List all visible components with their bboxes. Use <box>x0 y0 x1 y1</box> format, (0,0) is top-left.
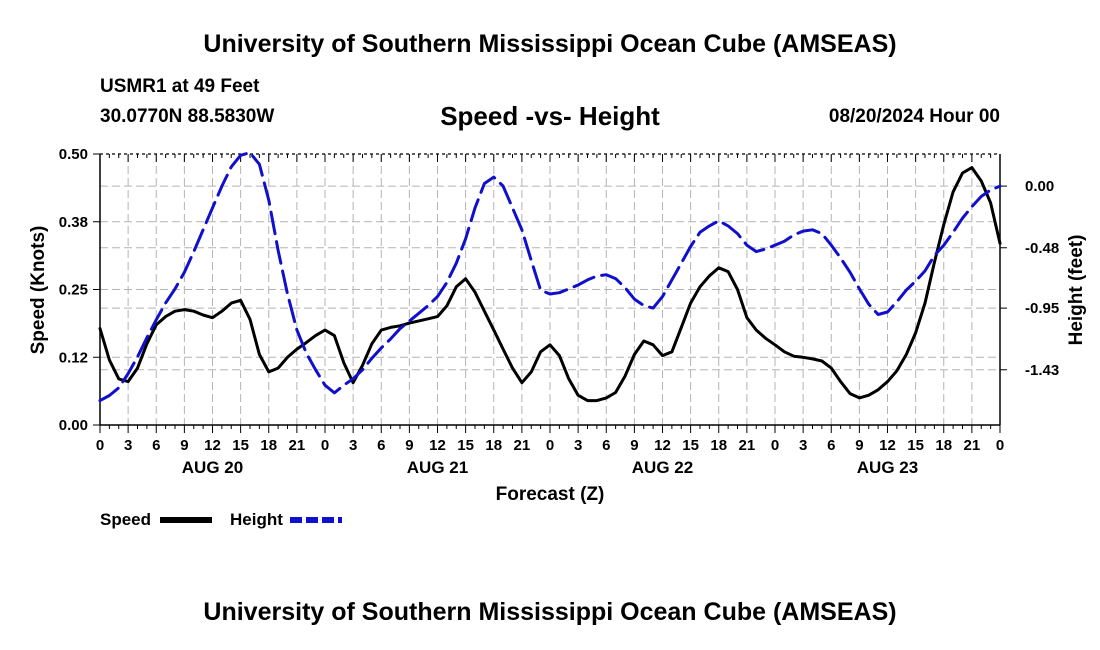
grid-lines <box>100 154 1000 425</box>
x-tick-label: 15 <box>907 437 924 454</box>
y-right-tick-label: -0.95 <box>1025 300 1059 317</box>
x-tick-label: 9 <box>855 437 863 454</box>
y-right-tick-label: -1.43 <box>1025 362 1059 379</box>
y-left-tick-label: 0.25 <box>59 282 88 299</box>
y-left-tick-label: 0.50 <box>59 146 88 163</box>
x-tick-label: 6 <box>377 437 385 454</box>
x-tick-label: 21 <box>514 437 531 454</box>
x-tick-label: 18 <box>935 437 952 454</box>
day-label: AUG 21 <box>407 458 468 477</box>
legend-speed-label: Speed <box>100 510 151 529</box>
y-left-tick-label: 0.12 <box>59 349 88 366</box>
x-tick-label: 12 <box>654 437 671 454</box>
y-right-tick-label: -0.48 <box>1025 240 1059 257</box>
x-tick-label: 12 <box>429 437 446 454</box>
x-tick-label: 3 <box>574 437 582 454</box>
x-tick-label: 6 <box>152 437 160 454</box>
speed-series-line <box>98 166 1002 403</box>
y-left-tick-label: 0.38 <box>59 214 88 231</box>
forecast-datetime: 08/20/2024 Hour 00 <box>828 106 1000 127</box>
x-tick-label: 0 <box>771 437 779 454</box>
x-tick-label: 3 <box>349 437 357 454</box>
tick-labels: 0 3 6 9 12 15 18 21 0 3 6 9 12 15 18 21 0 3 6 9 12 15 18 21 0 3 6 9… <box>59 146 1059 477</box>
x-tick-label: 15 <box>232 437 249 454</box>
x-tick-label: 12 <box>204 437 221 454</box>
axis-ticks <box>93 153 1007 433</box>
x-tick-label: 9 <box>630 437 638 454</box>
x-tick-label: 0 <box>321 437 329 454</box>
x-tick-label: 18 <box>485 437 502 454</box>
height-series-line <box>98 151 1002 403</box>
x-tick-label: 6 <box>827 437 835 454</box>
x-tick-label: 12 <box>879 437 896 454</box>
legend-height-label: Height <box>230 510 283 529</box>
x-tick-label: 21 <box>739 437 756 454</box>
y-right-tick-label: 0.00 <box>1025 178 1054 195</box>
y-left-tick-label: 0.00 <box>59 417 88 434</box>
x-axis-label: Forecast (Z) <box>496 484 605 505</box>
x-tick-label: 0 <box>96 437 104 454</box>
x-tick-label: 3 <box>799 437 807 454</box>
x-tick-label: 9 <box>405 437 413 454</box>
x-tick-label: 15 <box>457 437 474 454</box>
chart-subtitle: Speed -vs- Height <box>440 101 660 131</box>
x-tick-label: 6 <box>602 437 610 454</box>
footer-title: University of Southern Mississippi Ocean… <box>203 598 897 626</box>
x-tick-label: 3 <box>124 437 132 454</box>
x-tick-label: 9 <box>180 437 188 454</box>
x-tick-label: 18 <box>710 437 727 454</box>
main-title: University of Southern Mississippi Ocean… <box>203 30 897 58</box>
day-label: AUG 23 <box>857 458 918 477</box>
legend: Speed Height <box>100 510 342 529</box>
day-label: AUG 20 <box>182 458 243 477</box>
x-tick-label: 0 <box>996 437 1004 454</box>
x-tick-label: 21 <box>289 437 306 454</box>
x-tick-label: 0 <box>546 437 554 454</box>
day-label: AUG 22 <box>632 458 693 477</box>
series-lines <box>98 151 1002 403</box>
y-axis-left-label: Speed (Knots) <box>28 226 49 355</box>
x-tick-label: 21 <box>964 437 981 454</box>
x-tick-label: 15 <box>682 437 699 454</box>
station-label: USMR1 at 49 Feet <box>100 76 260 97</box>
x-tick-label: 18 <box>260 437 277 454</box>
coordinates-label: 30.0770N 88.5830W <box>100 106 275 127</box>
y-axis-right-label: Height (feet) <box>1066 235 1087 346</box>
